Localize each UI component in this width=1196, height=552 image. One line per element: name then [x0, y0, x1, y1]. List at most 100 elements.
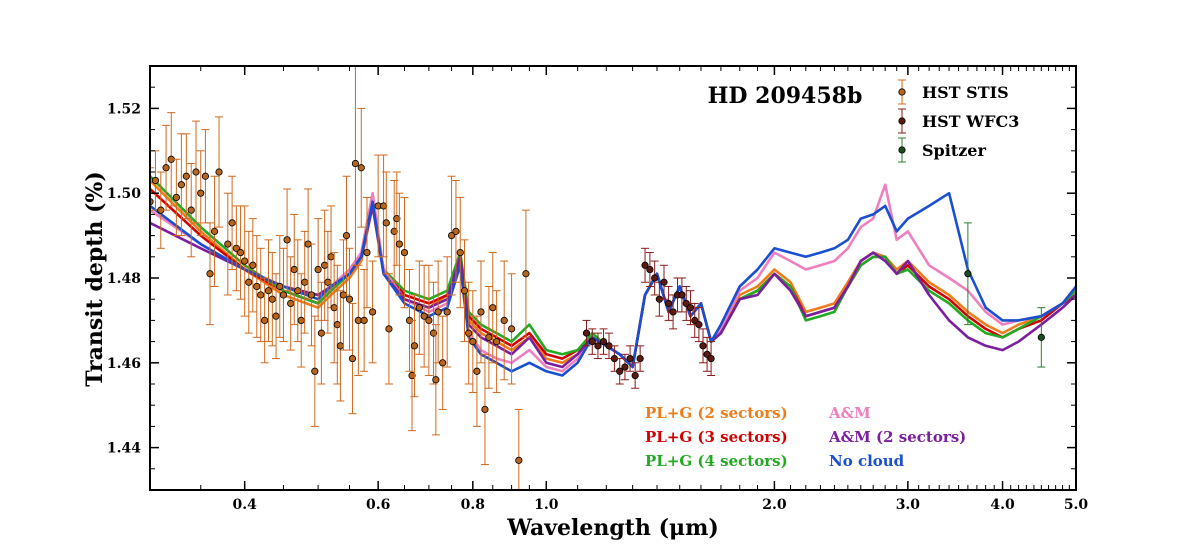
spitzer-point	[1037, 307, 1046, 368]
hst-wfc3-point	[599, 328, 608, 355]
data-marker	[599, 337, 608, 346]
hst-stis-point	[330, 252, 339, 364]
hst-stis-point	[472, 315, 481, 427]
data-marker	[264, 287, 273, 295]
y-tick-label: 1.50	[107, 186, 141, 202]
hst-wfc3-point	[699, 328, 708, 364]
hst-stis-point	[333, 264, 342, 385]
hst-stis-point	[223, 192, 232, 296]
data-marker	[197, 189, 205, 197]
data-marker	[360, 316, 368, 324]
data-marker	[443, 308, 451, 316]
x-tick-label: 2.0	[762, 497, 787, 513]
y-tick-label: 1.52	[107, 101, 141, 117]
data-marker	[283, 236, 291, 244]
hst-stis-point	[488, 252, 497, 364]
data-legend-item: HST WFC3	[898, 108, 1019, 134]
hst-stis-point	[196, 150, 205, 237]
data-marker	[641, 261, 649, 269]
model-legend-label: A&M	[828, 404, 871, 422]
data-marker	[456, 248, 464, 257]
y-tick-label: 1.46	[107, 356, 141, 372]
data-marker	[395, 240, 403, 248]
hst-wfc3-point	[682, 285, 691, 321]
x-tick-label: 1.0	[534, 497, 559, 513]
hst-stis-point	[156, 171, 165, 249]
data-legend-label: Spitzer	[922, 141, 986, 160]
hst-stis-point	[431, 324, 440, 436]
x-tick-label: 5.0	[1064, 497, 1089, 513]
data-marker	[469, 337, 477, 346]
data-marker	[324, 278, 332, 286]
data-legend-label: HST STIS	[922, 83, 1009, 102]
hst-stis-point	[228, 175, 237, 271]
data-marker	[177, 181, 185, 189]
data-marker	[678, 291, 686, 299]
data-marker	[162, 164, 170, 172]
data-marker	[385, 325, 393, 333]
data-marker	[363, 248, 371, 257]
hst-stis-point	[240, 205, 249, 317]
hst-stis-point	[300, 230, 309, 334]
data-marker	[432, 376, 440, 384]
data-marker	[481, 405, 489, 414]
data-marker	[182, 172, 190, 180]
hst-stis-point	[297, 273, 306, 368]
data-marker	[253, 282, 261, 291]
hst-stis-point	[256, 247, 265, 343]
data-marker	[621, 363, 629, 371]
hst-stis-point	[460, 239, 469, 343]
hst-stis-point	[260, 277, 269, 364]
data-legend-item: HST STIS	[898, 79, 1009, 105]
model-line-no-cloud	[150, 191, 1076, 377]
data-marker	[964, 270, 972, 278]
data-marker	[660, 278, 668, 286]
hst-stis-point	[368, 260, 377, 364]
data-marker	[691, 316, 699, 324]
hst-stis-point	[286, 256, 295, 351]
data-marker	[699, 342, 707, 350]
hst-stis-point	[424, 264, 433, 377]
data-marker	[245, 278, 253, 286]
hst-wfc3-point	[686, 290, 695, 326]
data-marker	[636, 354, 644, 363]
data-marker	[515, 456, 523, 464]
hst-stis-point	[210, 175, 219, 287]
hst-wfc3-point	[605, 332, 614, 360]
data-marker	[241, 257, 249, 265]
x-tick-label: 0.4	[233, 497, 258, 513]
hst-stis-point	[279, 247, 288, 343]
hst-stis-point	[382, 171, 391, 275]
hst-stis-point	[275, 235, 284, 338]
hst-stis-point	[345, 247, 354, 351]
data-marker	[294, 287, 302, 295]
hst-stis-point	[492, 290, 501, 393]
hst-wfc3-point	[641, 247, 650, 283]
data-marker	[261, 316, 269, 324]
data-marker	[172, 193, 180, 202]
data-marker	[489, 304, 497, 312]
hst-stis-point	[320, 209, 329, 321]
hst-stis-point	[268, 252, 277, 347]
hst-wfc3-point	[655, 281, 664, 317]
x-tick-label: 0.8	[461, 497, 485, 513]
data-marker	[336, 342, 345, 350]
hst-stis-point	[310, 315, 319, 427]
data-marker	[257, 291, 265, 299]
data-marker	[447, 232, 456, 240]
data-marker	[626, 354, 634, 363]
data-marker	[429, 329, 438, 337]
hst-stis-point	[162, 124, 171, 211]
legend-marker	[898, 88, 906, 96]
x-axis-title: Wavelength (μm)	[506, 515, 719, 541]
hst-stis-point	[342, 175, 351, 296]
hst-stis-point	[456, 196, 465, 309]
data-marker	[631, 371, 639, 380]
hst-wfc3-point	[626, 345, 635, 372]
hst-stis-point	[434, 260, 443, 364]
hst-stis-point	[384, 273, 393, 385]
data-marker	[434, 308, 442, 316]
data-marker	[473, 367, 481, 375]
